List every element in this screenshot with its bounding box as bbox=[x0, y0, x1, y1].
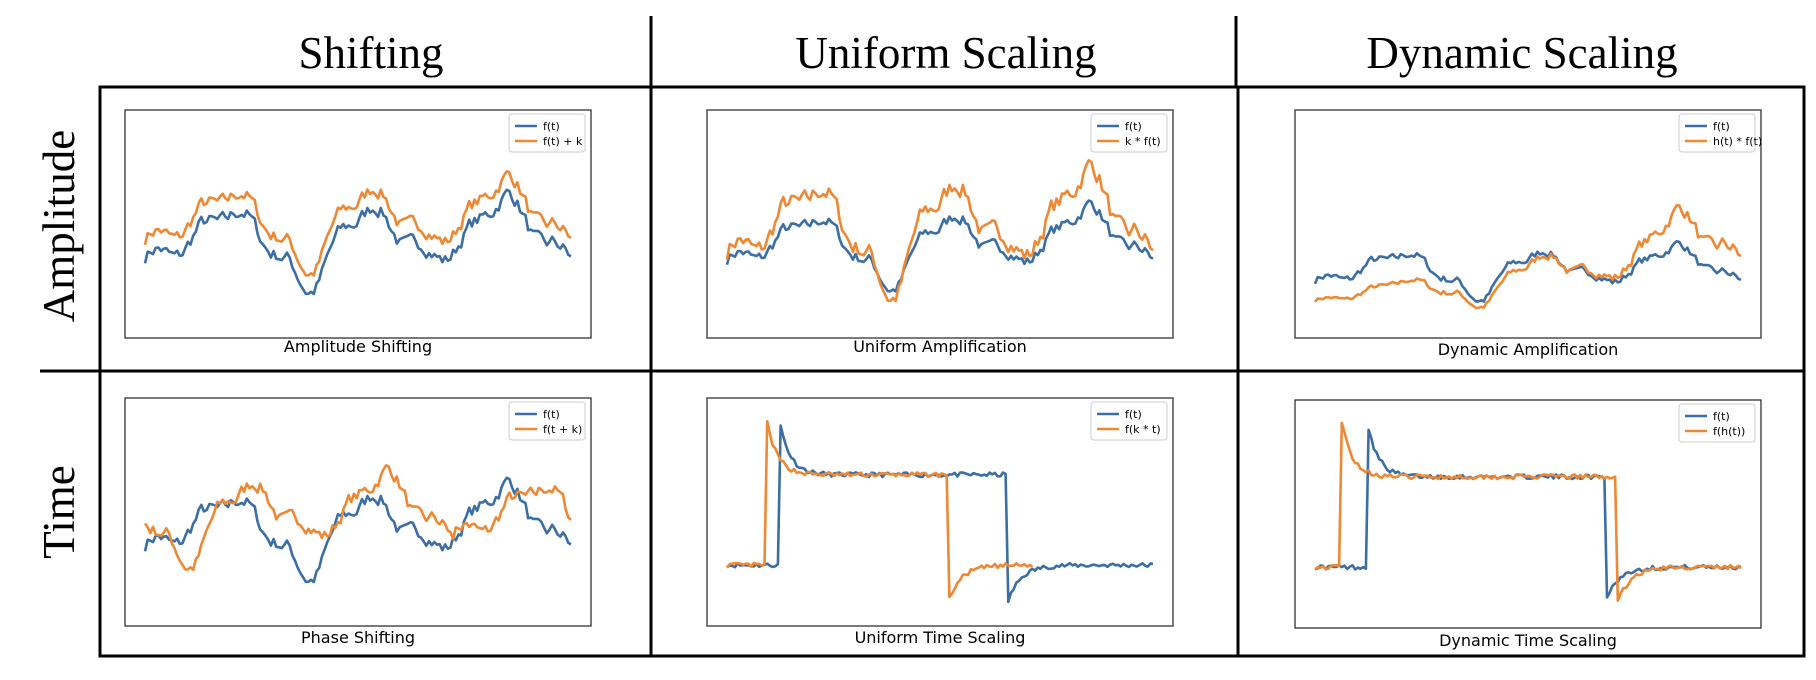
column-header-dynamic-scaling: Dynamic Scaling bbox=[1366, 28, 1677, 78]
legend: f(t) f(h(t)) bbox=[1678, 403, 1756, 443]
panel-2: f(t) k * f(t) Uniform Amplification bbox=[706, 109, 1174, 356]
panel-caption: Amplitude Shifting bbox=[284, 337, 432, 356]
series-original-line bbox=[1313, 239, 1742, 303]
legend-box bbox=[1678, 113, 1756, 153]
legend-label: f(t) bbox=[1125, 120, 1142, 133]
legend-label: f(k * t) bbox=[1125, 423, 1161, 436]
series-transformed-line bbox=[725, 159, 1154, 303]
grid-lines bbox=[40, 16, 1806, 658]
legend-box bbox=[1090, 113, 1168, 153]
series-transformed-line bbox=[1314, 421, 1742, 602]
row-header-amplitude: Amplitude bbox=[34, 130, 84, 322]
legend-box bbox=[1678, 403, 1756, 443]
panels: f(t) f(t) + k Amplitude Shifting f(t) k * f(… bbox=[124, 109, 1762, 650]
legend: f(t) f(t + k) bbox=[508, 401, 586, 441]
panel-caption: Dynamic Amplification bbox=[1438, 340, 1619, 359]
legend: f(t) f(k * t) bbox=[1090, 401, 1168, 441]
panel-caption: Phase Shifting bbox=[301, 628, 415, 647]
panel-1: f(t) f(t) + k Amplitude Shifting bbox=[124, 109, 592, 356]
legend-label: f(t + k) bbox=[543, 423, 582, 436]
series-transformed-line bbox=[143, 464, 572, 571]
legend-label: k * f(t) bbox=[1125, 135, 1161, 148]
series-transformed-line bbox=[726, 420, 1034, 599]
legend-box bbox=[508, 401, 586, 441]
series-transformed-line bbox=[143, 170, 572, 277]
legend-label: h(t) * f(t) bbox=[1713, 135, 1762, 148]
legend-box bbox=[508, 113, 586, 153]
legend-label: f(t) bbox=[1125, 408, 1142, 421]
legend-label: f(t) + k bbox=[543, 135, 583, 148]
legend-label: f(t) bbox=[543, 120, 560, 133]
legend: f(t) f(t) + k bbox=[508, 113, 586, 153]
row-header-time: Time bbox=[34, 465, 84, 558]
legend: f(t) k * f(t) bbox=[1090, 113, 1168, 153]
panel-caption: Dynamic Time Scaling bbox=[1439, 631, 1617, 650]
legend-label: f(h(t)) bbox=[1713, 425, 1745, 438]
legend-box bbox=[1090, 401, 1168, 441]
panel-6: f(t) f(h(t)) Dynamic Time Scaling bbox=[1294, 399, 1762, 650]
legend-label: f(t) bbox=[1713, 120, 1730, 133]
panel-caption: Uniform Amplification bbox=[853, 337, 1027, 356]
series-original-line bbox=[725, 199, 1154, 293]
column-header-uniform-scaling: Uniform Scaling bbox=[795, 28, 1096, 78]
panel-4: f(t) f(t + k) Phase Shifting bbox=[124, 397, 592, 647]
legend: f(t) h(t) * f(t) bbox=[1678, 113, 1762, 153]
legend-label: f(t) bbox=[1713, 410, 1730, 423]
panel-caption: Uniform Time Scaling bbox=[855, 628, 1026, 647]
legend-label: f(t) bbox=[543, 408, 560, 421]
column-header-shifting: Shifting bbox=[298, 28, 443, 78]
panel-5: f(t) f(k * t) Uniform Time Scaling bbox=[706, 397, 1174, 647]
series-transformed-line bbox=[1313, 204, 1742, 310]
panel-3: f(t) h(t) * f(t) Dynamic Amplification bbox=[1294, 109, 1762, 359]
series-original-line bbox=[143, 188, 572, 296]
